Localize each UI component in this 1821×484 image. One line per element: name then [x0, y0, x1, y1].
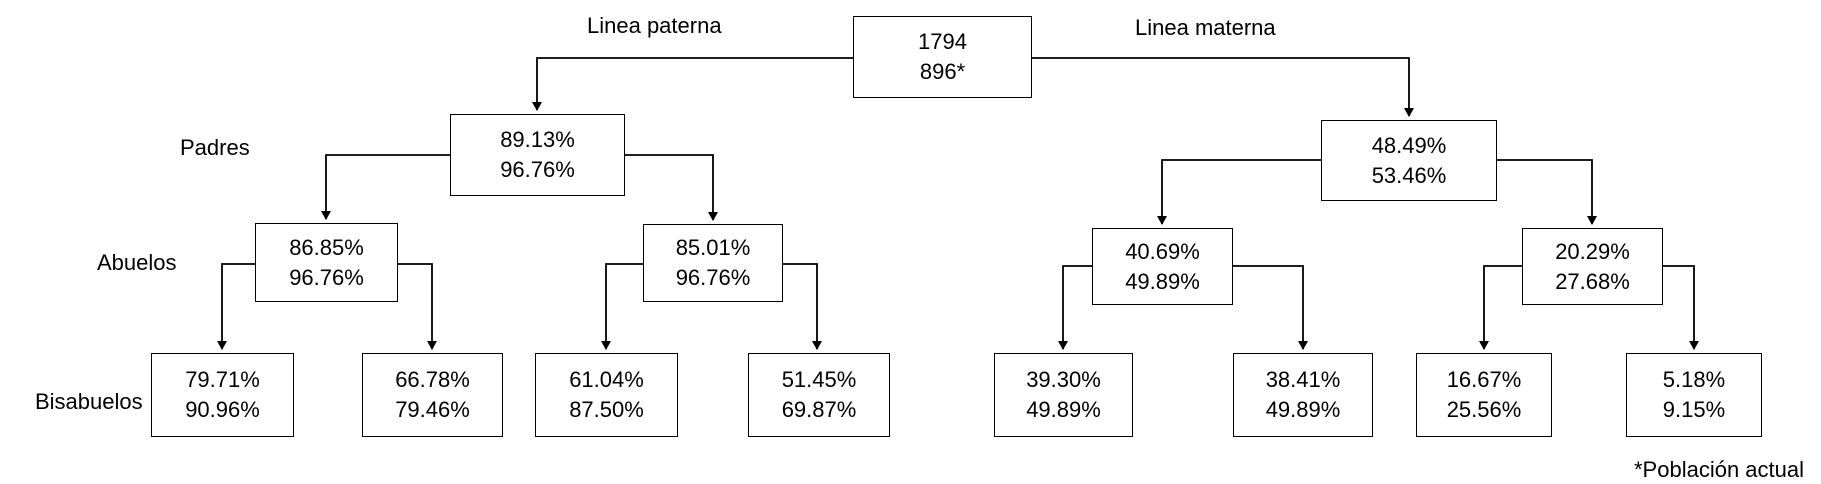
- node-maternal-great-grandparent-4: 5.18% 9.15%: [1626, 353, 1762, 437]
- node-value-top: 5.18%: [1662, 367, 1726, 392]
- node-value-bottom: 49.89%: [1026, 397, 1101, 422]
- node-value-top: 86.85%: [289, 234, 364, 260]
- node-maternal-parents: 48.49% 53.46%: [1321, 120, 1497, 201]
- connector-paternal-grandparent2-to-greatgrandparent-3: [601, 263, 643, 350]
- connector-root-to-paternal-parents: [532, 57, 853, 111]
- node-value-top: 39.30%: [1026, 367, 1101, 392]
- node-maternal-great-grandparent-3: 16.67% 25.56%: [1416, 353, 1552, 437]
- row-label-grandparents: Abuelos: [97, 250, 177, 275]
- node-value-bottom: 53.46%: [1371, 162, 1447, 188]
- node-value-bottom: 49.89%: [1265, 397, 1341, 422]
- node-root-population: 1794 896*: [853, 16, 1032, 98]
- connector-paternal-parents-to-grandparent-2: [625, 154, 718, 221]
- node-maternal-grandparent-2: 20.29% 27.68%: [1522, 228, 1663, 305]
- connector-paternal-grandparent1-to-greatgrandparent-1: [217, 263, 255, 350]
- node-paternal-great-grandparent-3: 61.04% 87.50%: [535, 353, 678, 437]
- node-paternal-great-grandparent-4: 51.45% 69.87%: [748, 353, 890, 437]
- node-value-bottom: 96.76%: [289, 264, 364, 290]
- label-paternal-line: Linea paterna: [587, 13, 722, 38]
- node-value-top: 66.78%: [395, 367, 470, 392]
- connector-maternal-grandparent1-to-greatgrandparent-1: [1058, 265, 1092, 350]
- connector-maternal-parents-to-grandparent-1: [1157, 159, 1321, 225]
- node-value-bottom: 79.46%: [395, 397, 470, 422]
- root-initial-count: 1794: [918, 29, 967, 54]
- connector-maternal-parents-to-grandparent-2: [1497, 159, 1597, 225]
- node-paternal-great-grandparent-1: 79.71% 90.96%: [151, 353, 294, 437]
- node-value-bottom: 25.56%: [1446, 397, 1522, 422]
- connector-maternal-grandparent1-to-greatgrandparent-2: [1233, 265, 1308, 350]
- node-value-bottom: 96.76%: [675, 265, 751, 290]
- connector-paternal-parents-to-grandparent-1: [321, 154, 450, 220]
- node-maternal-great-grandparent-2: 38.41% 49.89%: [1233, 353, 1373, 437]
- connector-paternal-grandparent2-to-greatgrandparent-4: [783, 263, 822, 350]
- connector-maternal-grandparent2-to-greatgrandparent-4: [1663, 265, 1699, 350]
- node-value-bottom: 49.89%: [1125, 268, 1200, 294]
- label-maternal-line: Linea materna: [1135, 15, 1276, 40]
- row-label-great-grandparents: Bisabuelos: [35, 389, 143, 414]
- node-maternal-grandparent-1: 40.69% 49.89%: [1092, 228, 1233, 305]
- connector-maternal-grandparent2-to-greatgrandparent-3: [1479, 265, 1522, 350]
- node-value-top: 16.67%: [1446, 367, 1522, 392]
- node-paternal-parents: 89.13% 96.76%: [450, 114, 625, 196]
- node-value-bottom: 9.15%: [1662, 397, 1726, 422]
- node-value-top: 51.45%: [781, 367, 857, 392]
- node-value-top: 40.69%: [1125, 238, 1200, 264]
- root-current-count: 896*: [919, 59, 966, 84]
- node-value-top: 48.49%: [1371, 132, 1447, 158]
- node-value-bottom: 27.68%: [1555, 268, 1630, 294]
- node-value-bottom: 90.96%: [185, 397, 260, 422]
- node-value-top: 85.01%: [675, 235, 751, 260]
- node-paternal-grandparent-1: 86.85% 96.76%: [255, 223, 398, 302]
- node-maternal-great-grandparent-1: 39.30% 49.89%: [994, 353, 1133, 437]
- node-value-top: 20.29%: [1555, 238, 1630, 264]
- row-label-parents: Padres: [180, 135, 250, 160]
- node-value-bottom: 69.87%: [781, 397, 857, 422]
- node-paternal-grandparent-2: 85.01% 96.76%: [643, 224, 783, 302]
- node-value-top: 89.13%: [500, 127, 575, 152]
- node-value-top: 79.71%: [185, 367, 260, 392]
- node-paternal-great-grandparent-2: 66.78% 79.46%: [362, 353, 503, 437]
- connector-paternal-grandparent1-to-greatgrandparent-2: [398, 263, 437, 350]
- node-value-bottom: 96.76%: [500, 157, 575, 182]
- footnote-current-population: *Población actual: [1634, 457, 1805, 482]
- connector-root-to-maternal-parents: [1032, 57, 1414, 117]
- node-value-bottom: 87.50%: [569, 397, 644, 422]
- node-value-top: 38.41%: [1265, 367, 1341, 392]
- node-value-top: 61.04%: [569, 367, 644, 392]
